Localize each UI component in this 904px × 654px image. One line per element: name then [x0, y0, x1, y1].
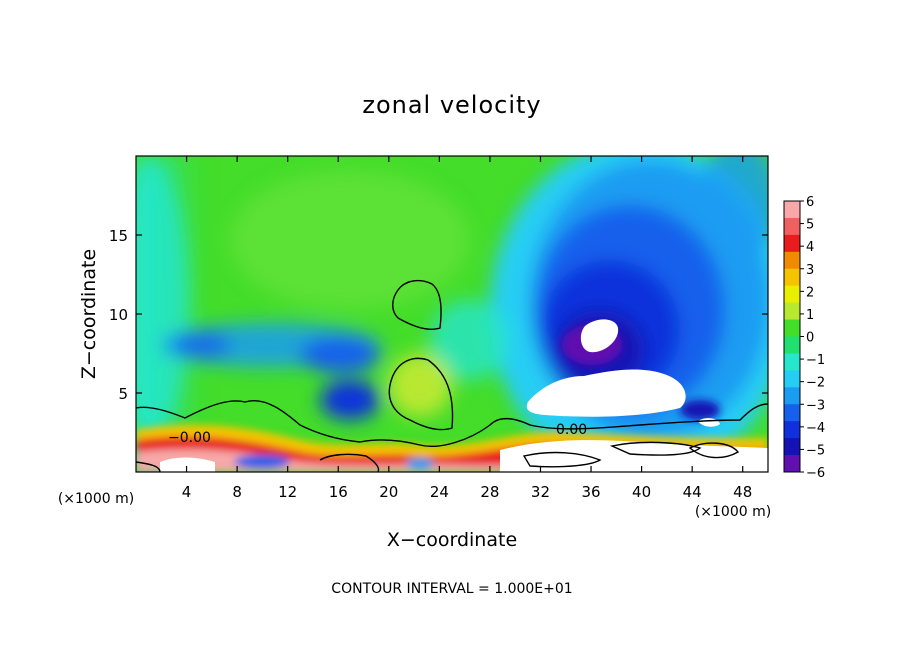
x-tick-label: 44 [683, 483, 702, 501]
colorbar-label: −3 [806, 398, 825, 413]
colorbar-label: 0 [806, 331, 814, 346]
x-axis: 4 8 12 16 20 24 28 32 36 40 44 48 [182, 156, 752, 501]
colorbar-label: −5 [806, 443, 825, 458]
colorbar-label: −2 [806, 376, 825, 391]
colorbar-swatch [784, 201, 800, 219]
colorbar-label: −4 [806, 421, 825, 436]
colorbar-label: 3 [806, 263, 814, 278]
y-axis-label: Z−coordinate [78, 249, 100, 379]
colorbar-swatch [784, 234, 800, 253]
colorbar-swatch [784, 438, 800, 456]
x-tick-label: 48 [733, 483, 752, 501]
x-tick-label: 36 [581, 483, 600, 501]
colorbar-label: 1 [806, 308, 814, 323]
colorbar-swatch [784, 302, 800, 321]
contour-label: −0.00 [168, 430, 211, 446]
positive-contour-upper [392, 279, 442, 330]
y-tick-label: 5 [118, 385, 128, 403]
x-tick-label: 4 [182, 483, 192, 501]
chart-title: zonal velocity [362, 91, 541, 119]
y-tick-label: 10 [109, 306, 128, 324]
colorbar-swatch [784, 217, 800, 236]
heatmap-field [136, 156, 768, 472]
x-tick-label: 8 [232, 483, 242, 501]
colorbar-swatch [784, 268, 800, 287]
x-axis-label: X−coordinate [387, 529, 517, 551]
colorbar-label: 4 [806, 240, 814, 255]
positive-contour-lower [388, 357, 454, 431]
x-unit-left: (×1000 m) [58, 491, 134, 507]
colorbar-swatch [784, 370, 800, 388]
y-tick-label: 15 [109, 227, 128, 245]
colorbar-label: −1 [806, 353, 825, 368]
colorbar-label: −6 [806, 466, 825, 481]
colorbar-swatch [784, 251, 800, 270]
contour-lines [136, 279, 768, 472]
colorbar-swatch [784, 336, 800, 354]
colorbar-swatch [784, 455, 800, 473]
colorbar-swatch [784, 404, 800, 422]
x-tick-label: 12 [278, 483, 297, 501]
x-tick-label: 28 [480, 483, 499, 501]
colorbar-swatch [784, 319, 800, 337]
x-tick-label: 24 [430, 483, 449, 501]
colorbar: 6 5 4 3 2 1 0 −1 −2 −3 −4 −5 −6 [783, 195, 825, 481]
x-tick-label: 16 [329, 483, 348, 501]
colorbar-label: 5 [806, 218, 814, 233]
y-axis: 5 10 15 [109, 227, 768, 403]
colorbar-swatch [784, 421, 800, 439]
contour-interval-note: CONTOUR INTERVAL = 1.000E+01 [331, 581, 572, 597]
contour-label: 0.00 [556, 422, 587, 438]
colorbar-label: 6 [806, 195, 814, 210]
x-unit-right: (×1000 m) [695, 504, 771, 520]
colorbar-swatch [784, 353, 800, 371]
x-tick-label: 40 [632, 483, 651, 501]
colorbar-label: 2 [806, 285, 814, 300]
colorbar-swatch [784, 387, 800, 405]
x-tick-label: 32 [531, 483, 550, 501]
x-tick-label: 20 [379, 483, 398, 501]
colorbar-swatch [784, 285, 800, 304]
